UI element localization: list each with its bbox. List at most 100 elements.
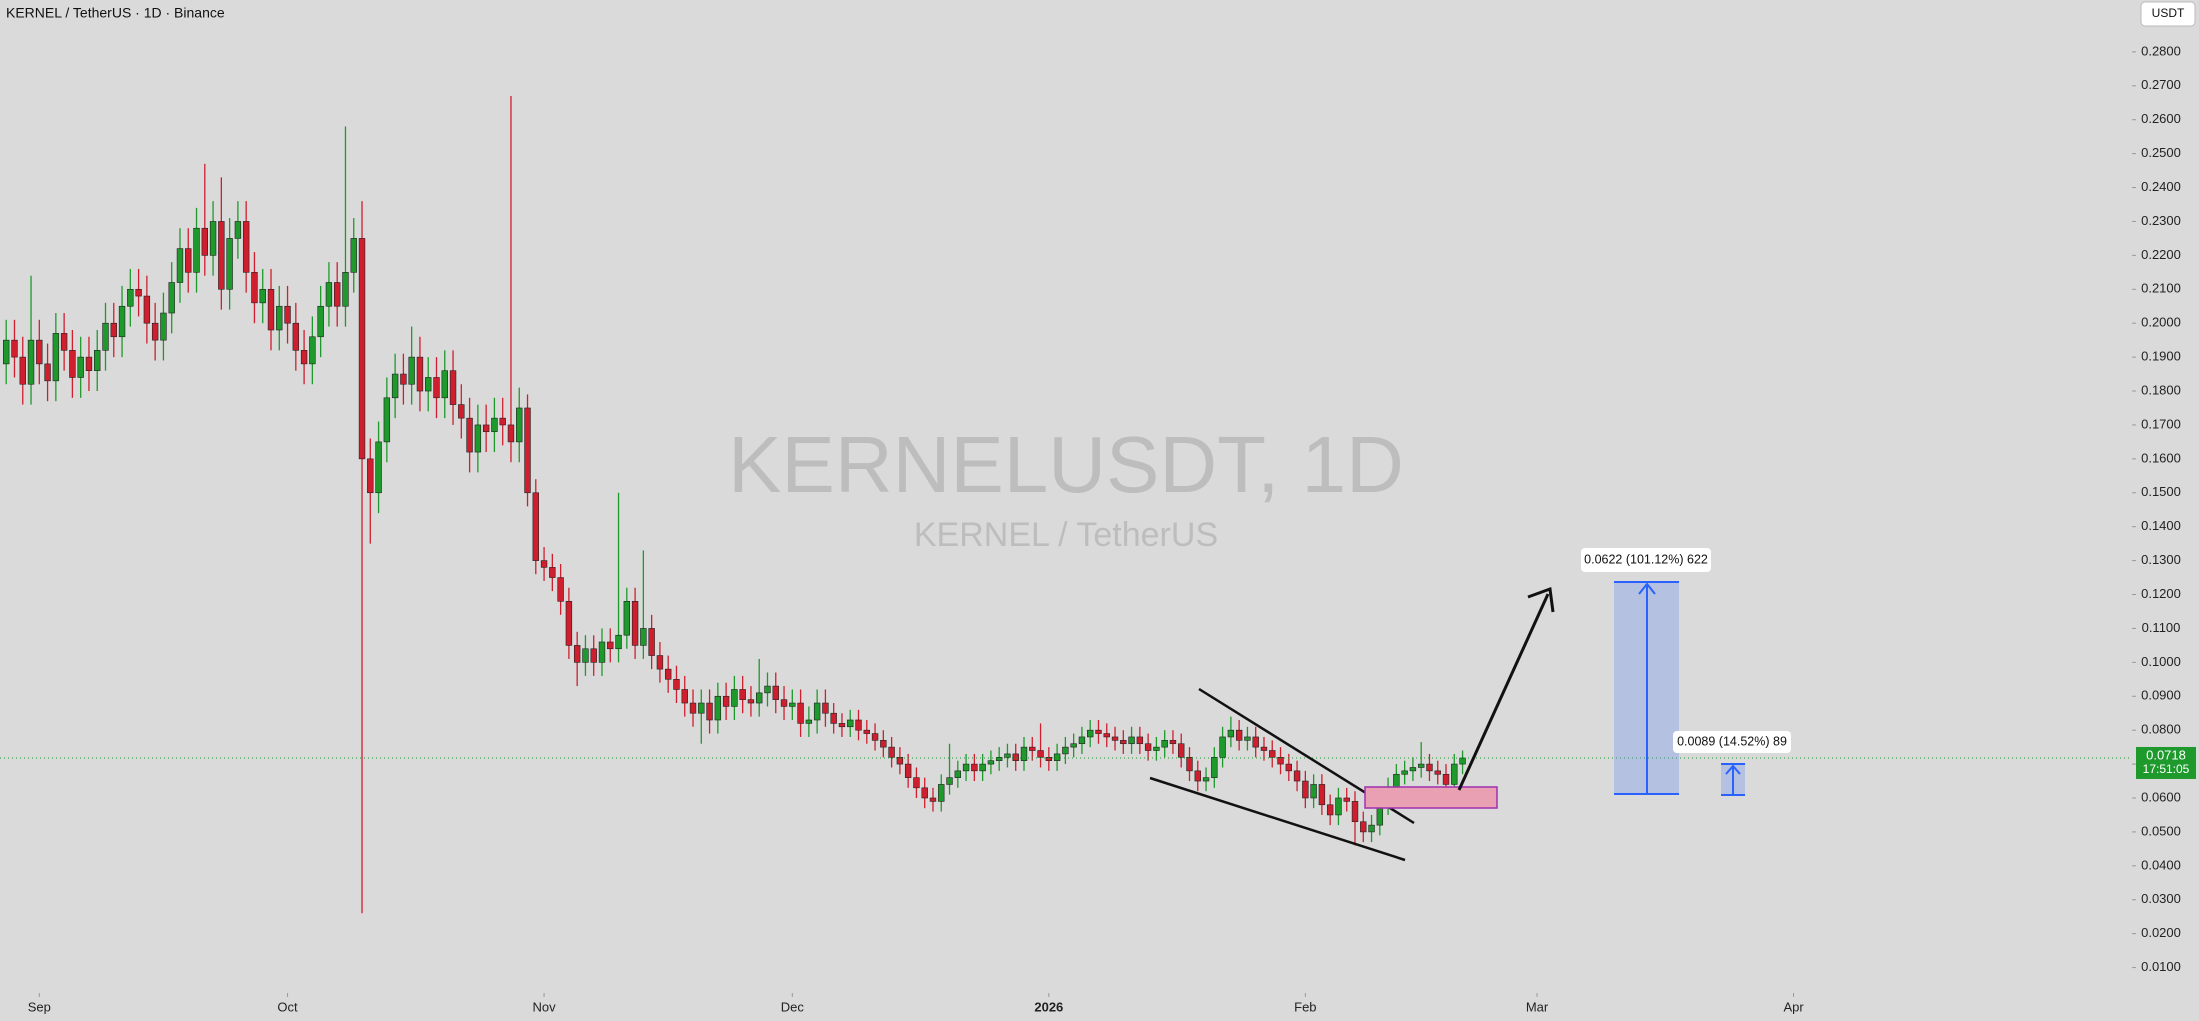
y-tick-label: 0.2600 (2141, 111, 2181, 126)
candle-body (209, 221, 217, 256)
candle-body (962, 763, 970, 772)
candle-body (1442, 773, 1450, 785)
candle-body (929, 797, 937, 802)
candle-body (938, 784, 945, 802)
candle-body (1269, 750, 1276, 758)
candle-body (168, 282, 175, 314)
candle-body (77, 356, 84, 378)
candle-body (648, 628, 655, 656)
x-tick-label: Feb (1294, 999, 1316, 1014)
candle-body (118, 305, 126, 338)
candle-body (52, 333, 60, 382)
currency-label[interactable]: USDT (2152, 6, 2185, 20)
countdown-label: 17:51:05 (2143, 762, 2190, 776)
candle-body (259, 288, 266, 304)
candle-body (383, 397, 391, 443)
candle-body (176, 248, 184, 283)
candle-body (1335, 797, 1342, 816)
candle-body (1087, 729, 1094, 738)
candle-body (863, 729, 870, 734)
measure-label: 0.0089 (14.52%) 89 (1677, 734, 1787, 748)
candle-body (102, 322, 109, 351)
y-tick-label: 0.1800 (2141, 382, 2181, 397)
y-tick-label: 0.0800 (2141, 722, 2181, 737)
candle-body (582, 648, 589, 663)
candle-body (342, 272, 349, 307)
candle-body (1260, 746, 1268, 751)
currency-box[interactable] (2140, 1, 2196, 27)
last-price-box (2136, 746, 2196, 779)
candle-body (631, 600, 639, 646)
y-tick-label: 0.2300 (2141, 213, 2181, 228)
candle-body (1434, 770, 1441, 775)
drawings: 0.0622 (101.12%) 622 0.0089 (14.52%) 89 (1149, 548, 1791, 862)
candle-body (507, 424, 515, 443)
y-tick-label: 0.2500 (2141, 145, 2181, 160)
y-tick-label: 0.2400 (2141, 179, 2181, 194)
projection-arrowhead (1527, 586, 1555, 613)
candle-body (540, 560, 548, 568)
candle-body (44, 363, 51, 382)
candle-body (1326, 804, 1334, 816)
y-tick-label: 0.1200 (2141, 586, 2181, 601)
candle-body (789, 702, 796, 707)
candle-body (375, 441, 382, 494)
x-tick-label: 2026 (1034, 999, 1063, 1014)
x-tick-label: Apr (1783, 999, 1804, 1014)
candle-body (292, 322, 300, 351)
candle-body (747, 699, 755, 704)
chart-title: KERNEL / TetherUS · 1D · Binance (6, 5, 225, 21)
candle-body (664, 668, 672, 680)
candle-body (160, 312, 167, 341)
candle-body (532, 492, 539, 561)
y-tick-label: 0.2200 (2141, 247, 2181, 262)
candle-body (491, 417, 498, 433)
x-tick-label: Oct (277, 999, 298, 1014)
candle-body (855, 719, 862, 731)
candle-body (69, 350, 76, 378)
candle-body (896, 756, 904, 765)
candle-body (689, 702, 697, 714)
candle-body (284, 305, 291, 324)
candle-body (193, 227, 200, 273)
candle-body (466, 417, 473, 453)
candle-body (3, 339, 10, 365)
candle-body (838, 723, 846, 728)
candle-body (1302, 780, 1309, 799)
candle-body (1244, 736, 1251, 741)
candle-body (1136, 736, 1144, 745)
y-tick-label: 0.1300 (2141, 552, 2181, 567)
candle-body (1252, 736, 1259, 748)
candle-body (565, 600, 573, 646)
candle-body (698, 702, 705, 714)
candle-body (979, 763, 986, 772)
candle-body (441, 370, 448, 399)
candle-body (623, 600, 631, 636)
candle-body (36, 339, 43, 365)
candle-body (400, 373, 407, 385)
candle-body (1293, 770, 1301, 782)
candle-body (1401, 770, 1408, 775)
candle-body (739, 689, 746, 700)
candle-body (880, 740, 887, 748)
candle-body (482, 424, 490, 433)
candle-body (242, 221, 250, 273)
candle-body (1227, 729, 1235, 738)
candle-body (143, 295, 151, 324)
candle-body (350, 238, 357, 273)
candle-body (391, 373, 399, 399)
candle-body (1004, 753, 1011, 758)
candle-body (764, 685, 771, 694)
candle-body (706, 702, 713, 721)
measure-label-box (1581, 548, 1711, 572)
y-tick-label: 0.2800 (2141, 43, 2181, 58)
candle-body (1219, 736, 1226, 758)
candle-body (127, 288, 134, 307)
wedge-lower-line (1149, 776, 1406, 862)
y-tick-label: 0.0200 (2141, 925, 2181, 940)
candle-body (640, 628, 647, 646)
candle-body (226, 238, 233, 290)
candle-body (1120, 740, 1127, 745)
candle-body (714, 695, 722, 721)
candle-body (888, 746, 895, 758)
